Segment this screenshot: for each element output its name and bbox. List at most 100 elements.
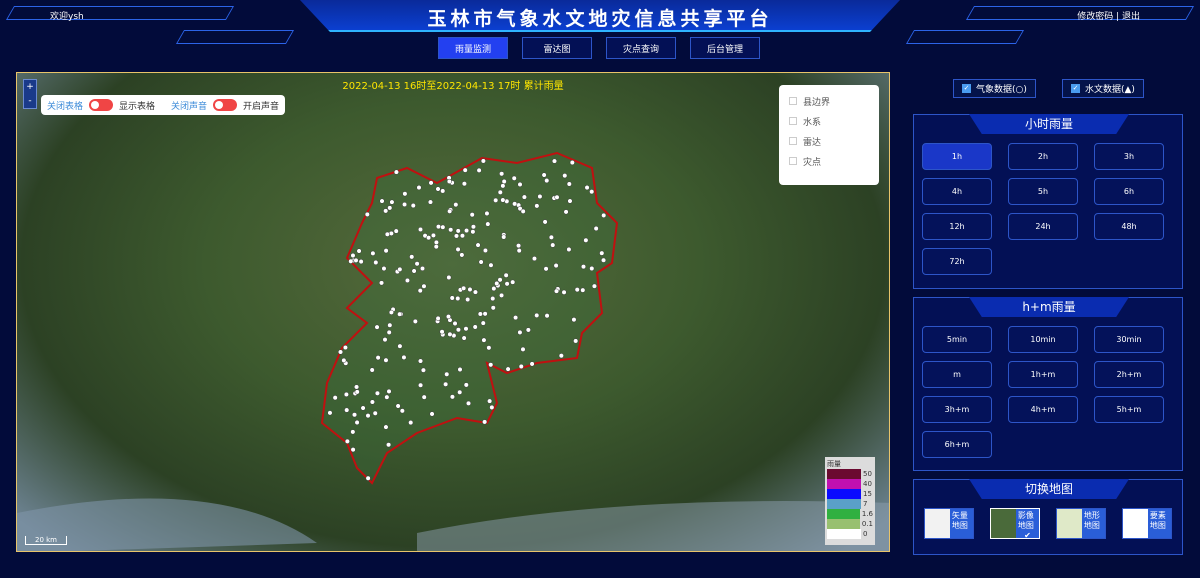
station-marker[interactable] [464, 228, 470, 234]
station-marker[interactable] [402, 191, 408, 197]
station-marker[interactable] [421, 394, 427, 400]
station-marker[interactable] [393, 169, 399, 175]
station-marker[interactable] [484, 210, 490, 216]
station-marker[interactable] [461, 285, 467, 291]
station-marker[interactable] [358, 259, 364, 265]
station-marker[interactable] [517, 329, 523, 335]
station-marker[interactable] [365, 475, 371, 481]
station-marker[interactable] [374, 324, 380, 330]
station-marker[interactable] [553, 263, 559, 269]
station-marker[interactable] [384, 394, 390, 400]
hourly-button[interactable]: 3h [1094, 143, 1164, 170]
station-marker[interactable] [551, 158, 558, 164]
station-marker[interactable] [350, 447, 356, 453]
station-marker[interactable] [457, 366, 463, 373]
station-marker[interactable] [417, 288, 423, 294]
station-marker[interactable] [417, 358, 424, 364]
station-marker[interactable] [327, 410, 333, 416]
station-marker[interactable] [477, 311, 483, 317]
station-marker[interactable] [426, 235, 432, 241]
station-marker[interactable] [544, 313, 550, 319]
station-marker[interactable] [370, 250, 376, 256]
station-marker[interactable] [453, 202, 459, 208]
map[interactable]: + - 2022-04-13 16时至2022-04-13 17时 累计雨量 关… [16, 72, 890, 552]
station-marker[interactable] [455, 327, 461, 333]
hm-button[interactable]: 10min [1008, 326, 1078, 353]
station-marker[interactable] [500, 197, 506, 203]
station-marker[interactable] [525, 327, 531, 333]
station-marker[interactable] [486, 345, 492, 351]
station-marker[interactable] [465, 296, 471, 303]
station-marker[interactable] [372, 410, 378, 416]
station-marker[interactable] [482, 247, 488, 254]
station-marker[interactable] [447, 331, 453, 337]
station-marker[interactable] [379, 198, 385, 204]
hourly-button[interactable]: 5h [1008, 178, 1078, 205]
station-marker[interactable] [501, 178, 507, 185]
station-marker[interactable] [381, 266, 387, 272]
station-marker[interactable] [411, 268, 417, 274]
station-marker[interactable] [499, 171, 505, 177]
station-marker[interactable] [417, 226, 424, 233]
station-marker[interactable] [439, 329, 445, 335]
station-marker[interactable] [384, 231, 390, 237]
station-marker[interactable] [459, 233, 465, 239]
station-marker[interactable] [512, 201, 518, 207]
station-marker[interactable] [445, 314, 452, 320]
station-marker[interactable] [459, 252, 465, 258]
station-marker[interactable] [435, 224, 442, 230]
zoom-in-button[interactable]: + [26, 82, 34, 92]
station-marker[interactable] [516, 243, 522, 249]
hm-button[interactable]: 5h+m [1094, 396, 1164, 423]
station-marker[interactable] [343, 391, 349, 397]
checkbox[interactable] [789, 117, 797, 125]
station-marker[interactable] [505, 366, 511, 372]
station-marker[interactable] [337, 349, 344, 355]
station-marker[interactable] [562, 173, 568, 179]
station-marker[interactable] [589, 189, 595, 195]
station-marker[interactable] [387, 205, 393, 211]
station-marker[interactable] [513, 315, 519, 321]
station-marker[interactable] [550, 242, 556, 248]
station-marker[interactable] [344, 438, 350, 444]
hm-button[interactable]: 1h+m [1008, 361, 1078, 388]
station-marker[interactable] [591, 283, 597, 289]
hourly-button[interactable]: 6h [1094, 178, 1164, 205]
layer-water[interactable]: 水系 [789, 111, 869, 131]
account-links[interactable]: 修改密码 | 退出 [1077, 12, 1140, 22]
station-marker[interactable] [488, 362, 494, 368]
station-marker[interactable] [428, 180, 434, 186]
basemap-option[interactable]: 地形地图 [1056, 508, 1106, 539]
station-marker[interactable] [332, 395, 338, 401]
station-marker[interactable] [374, 390, 380, 396]
station-marker[interactable] [531, 256, 538, 262]
station-marker[interactable] [544, 178, 550, 184]
station-marker[interactable] [401, 354, 407, 360]
station-marker[interactable] [408, 420, 414, 426]
station-marker[interactable] [378, 280, 385, 286]
station-marker[interactable] [500, 183, 506, 189]
basemap-option[interactable]: 要素地图 [1122, 508, 1172, 539]
hourly-button[interactable]: 12h [922, 213, 992, 240]
station-marker[interactable] [462, 167, 468, 173]
hm-button[interactable]: 5min [922, 326, 992, 353]
station-marker[interactable] [365, 413, 371, 419]
hourly-button[interactable]: 24h [1008, 213, 1078, 240]
station-marker[interactable] [446, 178, 452, 184]
station-marker[interactable] [446, 274, 452, 281]
station-marker[interactable] [501, 234, 507, 240]
station-marker[interactable] [375, 355, 381, 361]
station-marker[interactable] [397, 311, 403, 317]
station-marker[interactable] [542, 219, 548, 225]
station-marker[interactable] [510, 279, 516, 285]
station-marker[interactable] [419, 265, 426, 272]
station-marker[interactable] [440, 188, 446, 194]
station-marker[interactable] [521, 194, 527, 200]
hydro-data-toggle[interactable]: ✓ 水文数据(▲) [1062, 79, 1144, 98]
station-marker[interactable] [480, 320, 486, 326]
station-marker[interactable] [463, 382, 469, 388]
station-marker[interactable] [348, 258, 354, 264]
station-marker[interactable] [599, 250, 605, 256]
station-marker[interactable] [480, 158, 486, 164]
station-marker[interactable] [541, 172, 547, 178]
